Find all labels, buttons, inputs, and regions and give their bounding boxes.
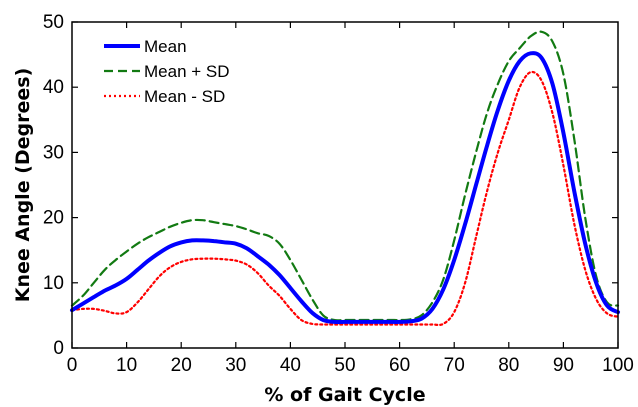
tick-labels: 0 10 20 30 40 50 60 70 80 90 100 0 10 20 30 40 50 [43, 12, 634, 376]
legend-label: Mean - SD [144, 87, 225, 106]
series-lines [70, 30, 620, 327]
x-tick-label: 80 [498, 355, 519, 376]
x-tick-label: 20 [171, 355, 192, 376]
legend: Mean Mean + SD Mean - SD [104, 37, 230, 106]
x-tick-label: 100 [602, 355, 634, 376]
y-tick-label: 0 [53, 338, 64, 359]
x-tick-label: 60 [389, 355, 410, 376]
y-tick-label: 10 [43, 273, 64, 294]
x-tick-label: 50 [334, 355, 355, 376]
legend-label: Mean + SD [144, 62, 230, 81]
x-axis-label: % of Gait Cycle [264, 384, 425, 406]
x-tick-label: 0 [67, 355, 78, 376]
legend-label: Mean [144, 37, 187, 56]
axes [71, 21, 619, 349]
y-tick-label: 50 [43, 12, 64, 33]
y-axis-label: Knee Angle (Degrees) [12, 68, 34, 303]
x-tick-label: 40 [280, 355, 301, 376]
y-tick-label: 30 [43, 142, 64, 163]
x-tick-label: 70 [444, 355, 465, 376]
series-line-mean-sd [70, 70, 620, 327]
y-tick-label: 40 [43, 77, 64, 98]
x-tick-label: 90 [553, 355, 574, 376]
x-tick-label: 30 [225, 355, 246, 376]
x-tick-label: 10 [116, 355, 137, 376]
series-line-mean [70, 51, 620, 325]
y-tick-label: 20 [43, 208, 64, 229]
